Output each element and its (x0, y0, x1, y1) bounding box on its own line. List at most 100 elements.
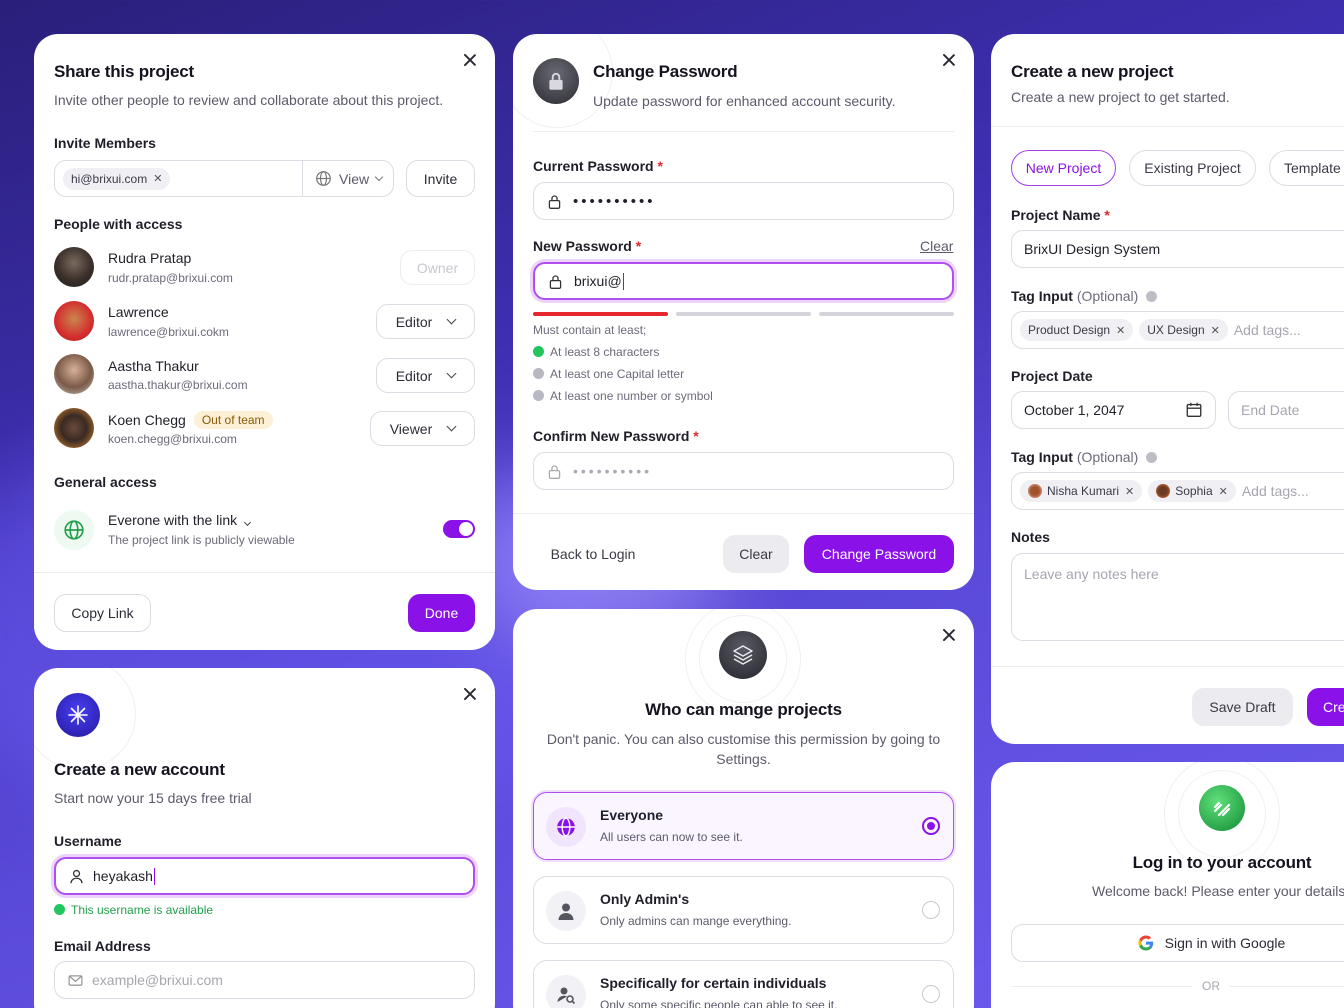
chip-remove-icon[interactable]: ✕ (1125, 485, 1135, 498)
invite-input[interactable]: hi@brixui.com ✕ (54, 160, 394, 197)
close-icon[interactable] (939, 50, 959, 70)
person-name: Lawrence (108, 304, 169, 320)
change-password-card: Change Password Update password for enha… (513, 34, 974, 590)
share-subtitle: Invite other people to review and collab… (54, 92, 444, 108)
person-name: Aastha Thakur (108, 358, 199, 374)
end-date-input[interactable]: End Date (1228, 391, 1344, 429)
role-value: Editor (395, 313, 433, 330)
calendar-icon[interactable] (1185, 401, 1203, 419)
manage-subtitle: Don't panic. You can also customise this… (546, 731, 941, 767)
chip-remove-icon[interactable]: ✕ (153, 173, 163, 185)
notes-textarea[interactable]: Leave any notes here (1011, 553, 1344, 641)
email-chip-label: hi@brixui.com (71, 171, 148, 186)
layers-icon (719, 631, 767, 679)
people-tag-input[interactable]: Nisha Kumari ✕ Sophia ✕ Add tags... (1011, 472, 1344, 510)
optional-text: (Optional) (1076, 449, 1139, 465)
optional-text: (Optional) (1076, 288, 1139, 304)
people-label: People with access (54, 216, 183, 232)
tag-input[interactable]: Product Design ✕ UX Design ✕ Add tags... (1011, 311, 1344, 349)
back-to-login-button[interactable]: Back to Login (550, 546, 636, 562)
radio-unselected[interactable] (922, 901, 940, 919)
link-toggle[interactable] (443, 520, 475, 538)
clear-button[interactable]: Clear (723, 535, 789, 573)
chevron-down-icon (374, 172, 384, 181)
avatar (1028, 484, 1042, 498)
copy-link-button[interactable]: Copy Link (54, 594, 151, 632)
new-password-input[interactable]: brixui@ (533, 262, 954, 300)
role-select[interactable]: Editor (376, 358, 475, 393)
person-name-text: Koen Chegg (108, 412, 186, 428)
project-name-input[interactable]: BrixUI Design System (1011, 230, 1344, 268)
clear-link[interactable]: Clear (920, 238, 954, 254)
radio-unselected[interactable] (922, 985, 940, 1003)
create-project-button[interactable]: Cre (1307, 688, 1344, 726)
email-input[interactable]: example@brixui.com (54, 961, 475, 999)
general-access-label: General access (54, 474, 157, 490)
globe-icon (316, 171, 331, 186)
close-icon[interactable] (460, 684, 480, 704)
chip-remove-icon[interactable]: ✕ (1116, 324, 1126, 337)
done-button[interactable]: Done (408, 594, 475, 632)
new-password-label: New Password * (533, 238, 641, 254)
role-value: Editor (395, 367, 433, 384)
required-mark: * (693, 428, 699, 444)
strength-bar (533, 312, 954, 316)
role-select[interactable]: Viewer (370, 411, 475, 446)
or-divider: OR (1011, 978, 1344, 994)
option-only-admins[interactable]: Only Admin's Only admins can mange every… (533, 876, 954, 944)
option-title: Everyone (600, 807, 664, 823)
tag-chip: Product Design ✕ (1020, 319, 1134, 341)
change-password-button[interactable]: Change Password (804, 535, 954, 573)
username-value: heyakash (93, 868, 153, 884)
person-name: Koen Chegg Out of team (108, 411, 273, 429)
save-draft-button[interactable]: Save Draft (1192, 688, 1293, 726)
chevron-down-icon (446, 368, 457, 379)
role-select[interactable]: Editor (376, 304, 475, 339)
share-project-card: Share this project Invite other people t… (34, 34, 495, 650)
user-search-icon (546, 975, 586, 1008)
invite-button[interactable]: Invite (406, 160, 475, 197)
create-project-card: Create a new project Create a new projec… (991, 34, 1344, 744)
google-icon (1138, 935, 1153, 951)
current-password-value: •••••••••• (573, 192, 656, 210)
tag-input-2-label: Tag Input (Optional) (1011, 449, 1158, 465)
person-chip: Sophia ✕ (1148, 480, 1236, 502)
new-password-value: brixui@ (574, 273, 622, 289)
option-everyone[interactable]: Everyone All users can now to see it. (533, 792, 954, 860)
person-name: Rudra Pratap (108, 250, 192, 266)
chip-remove-icon[interactable]: ✕ (1210, 324, 1220, 337)
mail-icon (68, 974, 83, 986)
permission-value: View (339, 170, 370, 187)
rule-text: At least one number or symbol (550, 389, 713, 403)
current-password-input[interactable]: •••••••••• (533, 182, 954, 220)
divider (533, 131, 954, 132)
start-date-input[interactable]: October 1, 2047 (1011, 391, 1216, 429)
tab-existing-project[interactable]: Existing Project (1129, 150, 1256, 186)
brand-logo-icon (1199, 785, 1245, 831)
close-icon[interactable] (939, 625, 959, 645)
person-chip-label: Sophia (1175, 484, 1213, 498)
radio-selected[interactable] (922, 817, 940, 835)
rule-text: At least one Capital letter (550, 367, 685, 381)
person-email: aastha.thakur@brixui.com (108, 378, 248, 392)
lock-badge-icon (533, 58, 579, 104)
close-icon[interactable] (460, 50, 480, 70)
option-specific-individuals[interactable]: Specifically for certain individuals Onl… (533, 960, 954, 1008)
divider (513, 513, 974, 514)
project-title: Create a new project (1011, 62, 1174, 81)
link-access-select[interactable]: Everone with the link (108, 512, 252, 528)
rule-item: At least one number or symbol (533, 389, 713, 403)
tab-new-project[interactable]: New Project (1011, 150, 1116, 186)
project-name-value: BrixUI Design System (1024, 241, 1161, 257)
person-chip-label: Nisha Kumari (1047, 484, 1120, 498)
tab-template[interactable]: Template (1269, 150, 1344, 186)
chip-remove-icon[interactable]: ✕ (1218, 485, 1228, 498)
owner-role: Owner (400, 250, 475, 285)
avatar (54, 247, 94, 287)
permission-select[interactable]: View (302, 160, 394, 197)
google-signin-button[interactable]: Sign in with Google (1011, 924, 1344, 962)
tag-chip-label: Product Design (1028, 323, 1111, 337)
chevron-down-icon (446, 421, 457, 432)
confirm-password-input[interactable]: •••••••••• (533, 452, 954, 490)
username-input[interactable]: heyakash (54, 857, 475, 895)
